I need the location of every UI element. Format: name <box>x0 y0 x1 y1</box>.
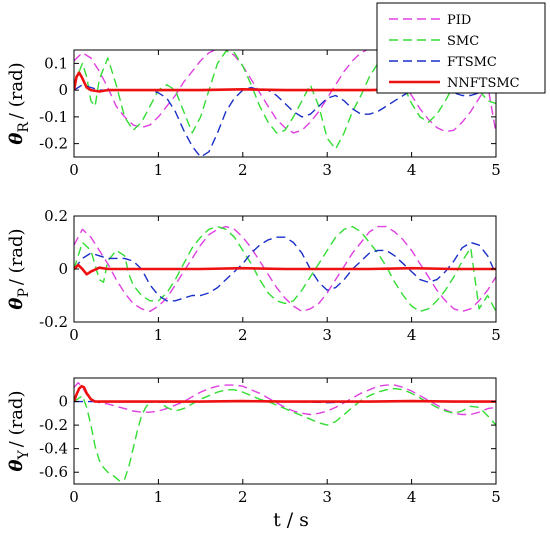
subplot-1: 0 1 2 3 4 5 0.1 0 -0.1 -0.2 θR / (rad) <box>6 49 501 179</box>
legend: PID SMC FTSMC NNFTSMC <box>376 2 546 94</box>
y-tick-label: 0 <box>58 81 68 99</box>
series-nnftsmc-line <box>74 263 496 276</box>
x-tick-label: 4 <box>407 161 417 179</box>
y-axis-symbol: θ <box>6 459 27 471</box>
x-tick-label: 2 <box>238 326 248 344</box>
x-axis-label: t / s <box>273 509 309 531</box>
y-tick-label: -0.2 <box>39 135 68 153</box>
subplot-3: 0 1 2 3 4 5 0 -0.2 -0.4 -0.6 θY/ (rad) <box>6 377 501 506</box>
y-tick-label: -0.4 <box>39 440 68 458</box>
y-axis-label: θR / (rad) <box>6 62 32 144</box>
series-pid-line <box>74 382 496 416</box>
y-axis-subscript: R <box>16 122 32 133</box>
plot-area <box>74 50 496 157</box>
plot-area <box>74 225 496 313</box>
subplot-2: 0 1 2 3 4 50.20-0.2θP/ (rad) <box>6 207 501 344</box>
x-tick-label: 4 <box>407 326 417 344</box>
legend-box <box>376 2 546 94</box>
x-tick-label: 3 <box>322 161 332 179</box>
plot-area <box>74 382 496 483</box>
y-tick-label: 0.1 <box>44 54 68 72</box>
legend-label-nnftsmc: NNFTSMC <box>447 76 520 91</box>
x-tick-label: 0 <box>69 161 79 179</box>
series-pid-line <box>74 225 496 313</box>
x-tick-label: 2 <box>238 161 248 179</box>
y-axis-unit: / (rad) <box>6 228 27 285</box>
subplots: 0 1 2 3 4 50.10-0.1-0.2θR/ (rad)0 1 2 3 4 50.20-0.… <box>6 49 501 506</box>
series-smc-line <box>74 387 496 483</box>
series-nnftsmc-line <box>74 71 496 93</box>
series-smc-line <box>74 225 496 313</box>
y-tick-label: 0 <box>58 260 68 278</box>
y-tick-label: -0.2 <box>39 416 68 434</box>
x-tick-label: 4 <box>407 488 417 506</box>
y-axis-subscript: Y <box>16 449 32 460</box>
x-tick-label: 0 <box>69 488 79 506</box>
x-tick-label: 3 <box>322 326 332 344</box>
x-tick-label: 5 <box>491 161 501 179</box>
y-tick-label: -0.6 <box>39 463 68 481</box>
x-tick-label: 0 <box>69 326 79 344</box>
series-nnftsmc-line <box>74 384 496 403</box>
series-ftsmc-line <box>74 84 496 157</box>
y-tick-label: -0.2 <box>39 313 68 331</box>
y-axis-label: θY/ (rad) <box>6 391 32 472</box>
x-tick-label: 1 <box>154 488 164 506</box>
y-tick-label: 0 <box>58 393 68 411</box>
series-smc-line <box>74 50 496 150</box>
y-tick-label: -0.1 <box>39 108 68 126</box>
x-tick-label: 1 <box>154 161 164 179</box>
x-tick-label: 5 <box>491 488 501 506</box>
axes-frame <box>73 49 497 158</box>
legend-label-pid: PID <box>447 13 471 28</box>
y-axis-unit: / (rad) <box>6 391 27 448</box>
x-tick-label: 5 <box>491 326 501 344</box>
y-axis-subscript: P <box>16 288 32 297</box>
axes-frame <box>73 377 497 485</box>
y-tick-label: 0.2 <box>44 207 68 225</box>
series-pid-line <box>74 50 496 134</box>
y-axis-symbol: θ <box>6 133 27 145</box>
y-axis-label: θP / (rad) <box>6 228 32 309</box>
legend-label-ftsmc: FTSMC <box>447 55 497 70</box>
x-tick-label: 2 <box>238 488 248 506</box>
series-ftsmc-line <box>74 236 496 302</box>
x-tick-label: 1 <box>154 326 164 344</box>
x-tick-label: 3 <box>322 488 332 506</box>
legend-label-smc: SMC <box>447 34 479 49</box>
y-axis-unit: / (rad) <box>6 62 27 119</box>
y-axis-symbol: θ <box>6 298 27 310</box>
